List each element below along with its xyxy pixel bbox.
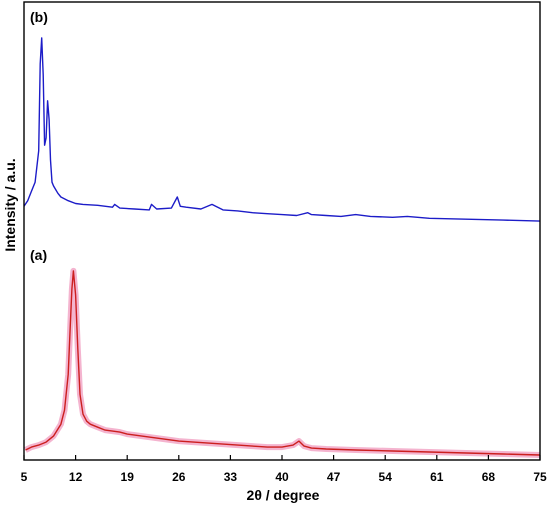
series-1-line (23, 37, 541, 222)
x-tick-label: 26 (172, 470, 186, 484)
x-tick-label: 47 (327, 470, 341, 484)
x-tick-label: 61 (430, 470, 444, 484)
x-ticks: 5 12 19 26 33 40 47 54 61 68 75 (21, 455, 547, 484)
plot-frame (23, 1, 541, 461)
x-tick-label: 40 (275, 470, 289, 484)
panel-label-a: (a) (30, 247, 47, 263)
x-tick-label: 12 (69, 470, 83, 484)
x-tick-label: 54 (379, 470, 393, 484)
x-tick-label: 68 (482, 470, 496, 484)
panel-label-b: (b) (30, 9, 48, 25)
x-tick-label: 75 (533, 470, 547, 484)
series-layer (23, 37, 541, 458)
x-tick-label: 5 (21, 470, 28, 484)
series-0-line (25, 270, 541, 456)
x-tick-label: 19 (121, 470, 135, 484)
x-axis-title: 2θ / degree (247, 487, 320, 503)
y-axis-title: Intensity / a.u. (2, 158, 18, 251)
x-tick-label: 33 (224, 470, 238, 484)
series-0-halo (24, 267, 541, 458)
